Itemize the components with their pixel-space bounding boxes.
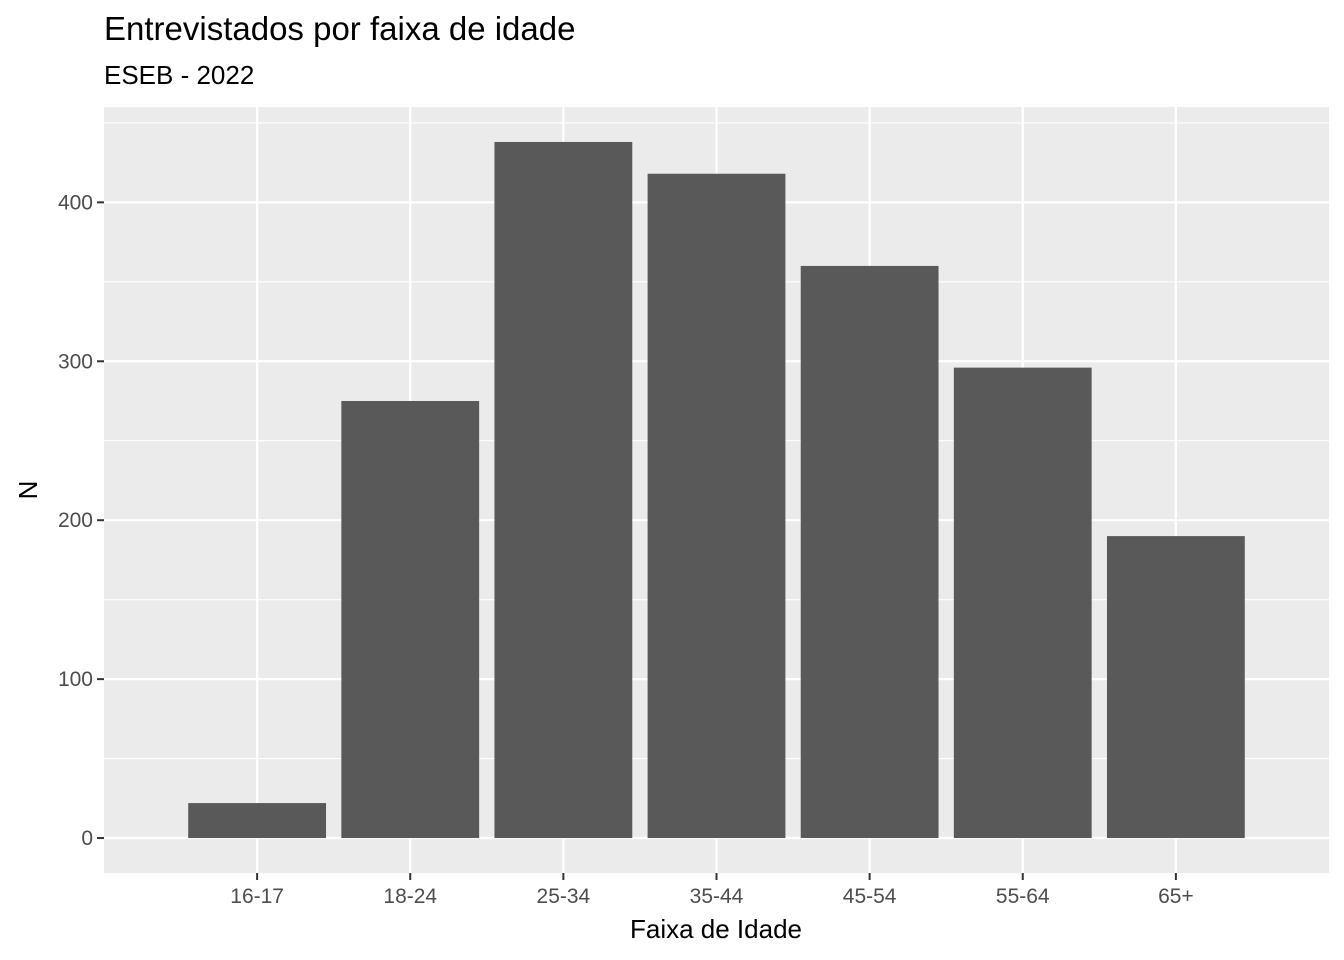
x-axis: 16-17 18-24 25-34 35-44 45-54 55-64 65+	[230, 873, 1194, 908]
x-tick-label: 18-24	[383, 885, 437, 908]
chart-subtitle: ESEB - 2022	[104, 60, 254, 90]
bar-45-54	[800, 265, 939, 839]
y-tick-label: 100	[58, 668, 93, 691]
x-tick-label: 45-54	[843, 885, 897, 908]
x-tick-label: 55-64	[996, 885, 1050, 908]
x-tick-label: 35-44	[690, 885, 744, 908]
y-tick-label: 400	[58, 191, 93, 214]
bar-25-34	[494, 141, 633, 839]
y-axis-title: N	[13, 481, 43, 500]
y-axis: 0 100 200 300 400	[58, 191, 104, 850]
x-tick-label: 16-17	[230, 885, 284, 908]
bar-18-24	[341, 401, 480, 839]
x-axis-title: Faixa de Idade	[630, 914, 802, 944]
y-tick-label: 0	[81, 827, 93, 850]
bar-65+	[1106, 536, 1245, 839]
chart-title: Entrevistados por faixa de idade	[104, 10, 575, 47]
bar-16-17	[188, 803, 327, 839]
x-tick-label: 65+	[1158, 885, 1194, 908]
x-tick-label: 25-34	[537, 885, 591, 908]
bar-35-44	[647, 173, 786, 839]
y-tick-label: 300	[58, 350, 93, 373]
y-tick-label: 200	[58, 509, 93, 532]
bars-group	[188, 141, 1245, 839]
bar-55-64	[953, 367, 1092, 839]
